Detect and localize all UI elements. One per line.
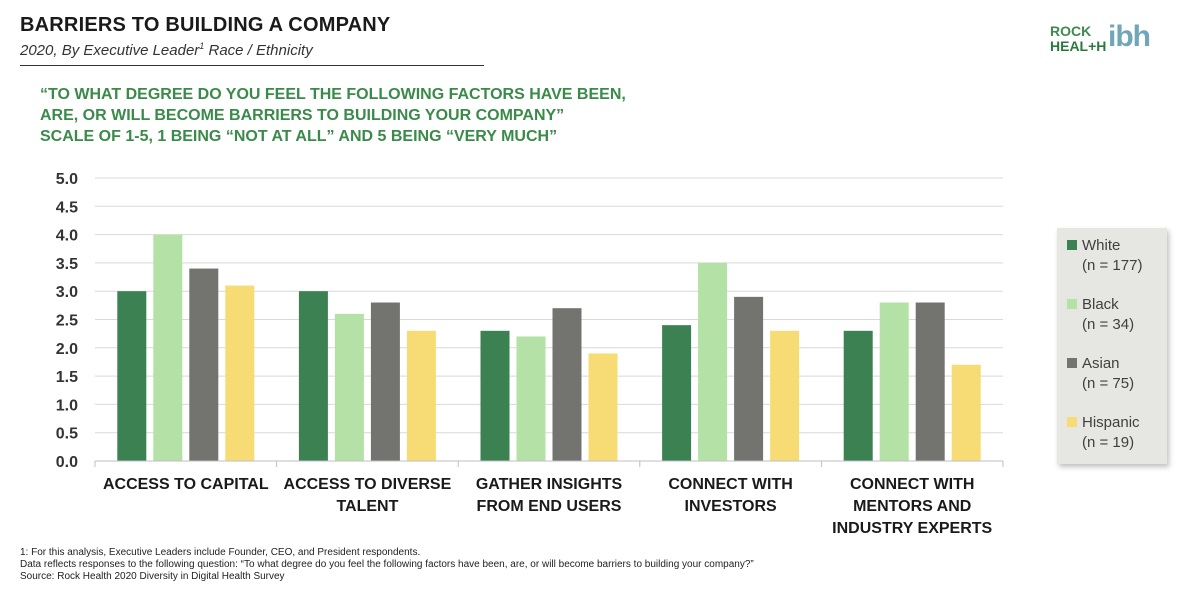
bar-hispanic	[406, 330, 436, 461]
x-category-label: CONNECT WITH	[850, 476, 974, 493]
footnote: 1: For this analysis, Executive Leaders …	[20, 547, 421, 558]
subtitle-rest: Race / Ethnicity	[204, 42, 313, 59]
y-tick-label: 1.0	[56, 397, 78, 414]
bar-black	[153, 234, 183, 461]
bar-white	[117, 291, 147, 461]
bar-hispanic	[588, 353, 618, 461]
legend-item-white: White (n = 177)	[1067, 236, 1142, 276]
x-category-label: INVESTORS	[685, 498, 778, 515]
y-tick-label: 5.0	[56, 171, 78, 188]
legend-swatch	[1067, 299, 1077, 309]
logo-line-1: ROCK	[1050, 23, 1092, 39]
bar-black	[516, 336, 546, 461]
bar-hispanic	[770, 330, 800, 461]
legend-sample-size: (n = 19)	[1082, 434, 1135, 451]
ibh-logo-mark: ibh	[1108, 20, 1151, 53]
rock-health-logo: ROCK HEAL+H ibh	[1050, 20, 1170, 60]
survey-question: “TO WHAT DEGREE DO YOU FEEL THE FOLLOWIN…	[40, 84, 660, 147]
bar-white	[662, 325, 692, 461]
y-tick-label: 1.5	[56, 369, 78, 386]
bar-hispanic	[225, 285, 255, 461]
title-divider	[20, 65, 484, 66]
data-note: Data reflects responses to the following…	[20, 559, 754, 570]
legend-swatch	[1067, 417, 1077, 427]
x-category-label: MENTORS AND	[853, 498, 971, 515]
subtitle-main: 2020, By Executive Leader	[20, 42, 200, 59]
bar-asian	[370, 302, 400, 461]
legend-series-name: Asian	[1082, 355, 1120, 372]
chart-legend: White (n = 177) Black (n = 34) Asian (n = 75)…	[1057, 228, 1167, 464]
bar-black	[698, 262, 728, 461]
bar-asian	[915, 302, 945, 461]
x-category-label: ACCESS TO CAPITAL	[103, 476, 269, 493]
bar-asian	[189, 268, 219, 461]
y-tick-label: 0.0	[56, 454, 78, 471]
y-tick-label: 2.5	[56, 313, 78, 330]
question-line-1: “TO WHAT DEGREE DO YOU FEEL THE FOLLOWIN…	[40, 86, 626, 103]
y-tick-label: 3.0	[56, 284, 78, 301]
legend-sample-size: (n = 75)	[1082, 375, 1135, 392]
legend-row: Black	[1067, 295, 1134, 315]
x-category-label: INDUSTRY EXPERTS	[832, 520, 992, 537]
x-category-label: ACCESS TO DIVERSE	[284, 476, 452, 493]
legend-swatch	[1067, 358, 1077, 368]
legend-series-name: Black	[1082, 296, 1119, 313]
bar-asian	[734, 296, 764, 461]
x-category-label: CONNECT WITH	[668, 476, 792, 493]
legend-item-asian: Asian (n = 75)	[1067, 354, 1134, 394]
y-tick-label: 3.5	[56, 256, 78, 273]
x-category-label: TALENT	[336, 498, 398, 515]
legend-series-name: Hispanic	[1082, 414, 1140, 431]
bar-asian	[552, 308, 582, 461]
x-category-label: FROM END USERS	[477, 498, 622, 515]
page-title: BARRIERS TO BUILDING A COMPANY	[20, 14, 391, 36]
legend-row: White	[1067, 236, 1142, 256]
footer-notes: 1: For this analysis, Executive Leaders …	[20, 547, 754, 583]
page-subtitle: 2020, By Executive Leader1 Race / Ethnic…	[20, 41, 313, 59]
y-tick-label: 4.5	[56, 199, 78, 216]
legend-series-name: White	[1082, 237, 1121, 254]
bar-black	[879, 302, 909, 461]
y-tick-label: 2.0	[56, 341, 78, 358]
legend-item-hispanic: Hispanic (n = 19)	[1067, 413, 1140, 453]
legend-row: Asian	[1067, 354, 1134, 374]
legend-sample-size: (n = 34)	[1082, 316, 1135, 333]
bar-hispanic	[951, 364, 981, 461]
legend-row: Hispanic	[1067, 413, 1140, 433]
bar-white	[480, 330, 510, 461]
question-line-2: ARE, OR WILL BECOME BARRIERS TO BUILDING…	[40, 107, 565, 124]
bar-white	[843, 330, 873, 461]
question-scale: SCALE OF 1-5, 1 BEING “NOT AT ALL” AND 5…	[40, 128, 558, 145]
x-category-label: GATHER INSIGHTS	[476, 476, 623, 493]
legend-sample-size: (n = 177)	[1082, 257, 1143, 274]
legend-swatch	[1067, 240, 1077, 250]
logo-line-2: HEAL+H	[1050, 38, 1107, 54]
bar-white	[298, 291, 328, 461]
y-tick-label: 4.0	[56, 228, 78, 245]
source-note: Source: Rock Health 2020 Diversity in Di…	[20, 571, 285, 582]
bar-black	[334, 313, 364, 461]
y-tick-label: 0.5	[56, 426, 78, 443]
legend-item-black: Black (n = 34)	[1067, 295, 1134, 335]
rock-health-wordmark: ROCK HEAL+H	[1050, 24, 1106, 54]
footnote-marker: 1	[199, 41, 205, 51]
